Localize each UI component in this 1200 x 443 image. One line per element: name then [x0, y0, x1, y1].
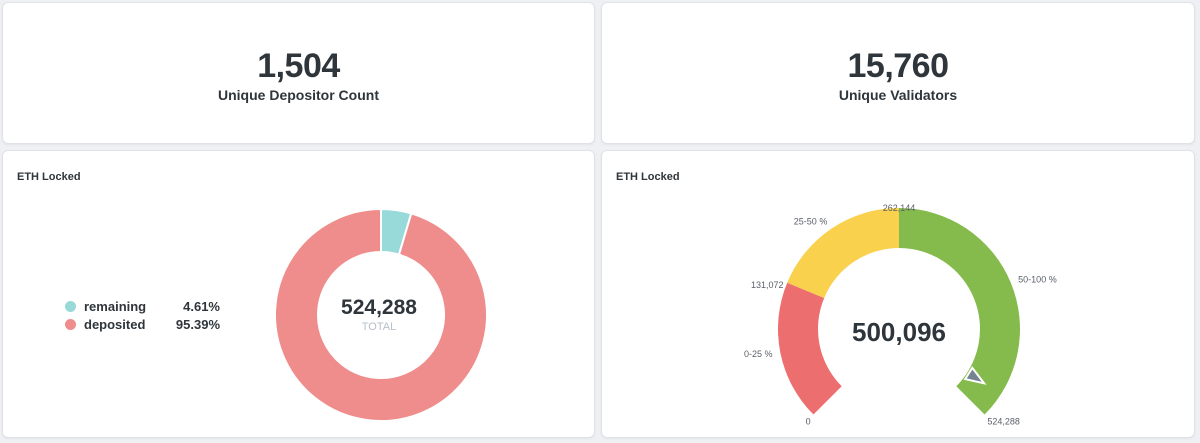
gauge-chart: 0-25 % 25-50 % 50-100 % 0 131,072 262,144 524,…: [744, 203, 1057, 426]
gauge-tick-label-3: 524,288: [987, 416, 1020, 426]
depositor-count-card[interactable]: 1,504 Unique Depositor Count: [2, 2, 595, 144]
eth-locked-donut-card[interactable]: ETH Locked remaining 4.61% deposited 95.…: [2, 150, 595, 438]
gauge-needle: [963, 366, 987, 385]
validators-card[interactable]: 15,760 Unique Validators: [601, 2, 1195, 144]
validators-value: 15,760: [847, 47, 950, 85]
eth-locked-gauge-card[interactable]: ETH Locked 0-25 % 25-50 % 50-100 % 0 131,072…: [601, 150, 1195, 438]
legend-item-deposited[interactable]: deposited 95.39%: [65, 315, 220, 333]
donut-total-value: 524,288: [341, 296, 417, 319]
legend-dot-remaining: [65, 300, 76, 312]
donut-total-label: TOTAL: [362, 321, 396, 333]
gauge-range-label-0: 0-25 %: [744, 349, 773, 359]
donut-legend: remaining 4.61% deposited 95.39%: [65, 297, 220, 333]
gauge-range-1[interactable]: [787, 208, 899, 299]
validators-label: Unique Validators: [838, 87, 958, 103]
depositor-count-label: Unique Depositor Count: [218, 87, 379, 103]
gauge-tick-label-0: 0: [806, 416, 811, 426]
gauge-card-title[interactable]: ETH Locked: [616, 171, 680, 183]
legend-label-deposited: deposited: [84, 316, 146, 332]
gauge-range-2[interactable]: [899, 208, 1020, 415]
legend-percent-remaining: 4.61%: [183, 298, 220, 314]
legend-label-remaining: remaining: [84, 298, 147, 314]
legend-percent-deposited: 95.39%: [175, 316, 220, 332]
donut-card-title[interactable]: ETH Locked: [17, 171, 81, 183]
gauge-tick-label-2: 262,144: [883, 203, 916, 213]
gauge-tick-label-1: 131,072: [751, 280, 784, 290]
legend-dot-deposited: [65, 318, 76, 330]
gauge-range-label-2: 50-100 %: [1018, 275, 1057, 285]
donut-slice-deposited[interactable]: [274, 207, 488, 422]
gauge-value: 500,096: [852, 317, 946, 347]
legend-item-remaining[interactable]: remaining 4.61%: [65, 297, 220, 315]
donut-chart: 524,288 TOTAL: [274, 207, 488, 422]
gauge-range-0[interactable]: [778, 282, 842, 415]
gauge-range-label-1: 25-50 %: [794, 217, 828, 227]
depositor-count-value: 1,504: [257, 47, 340, 85]
